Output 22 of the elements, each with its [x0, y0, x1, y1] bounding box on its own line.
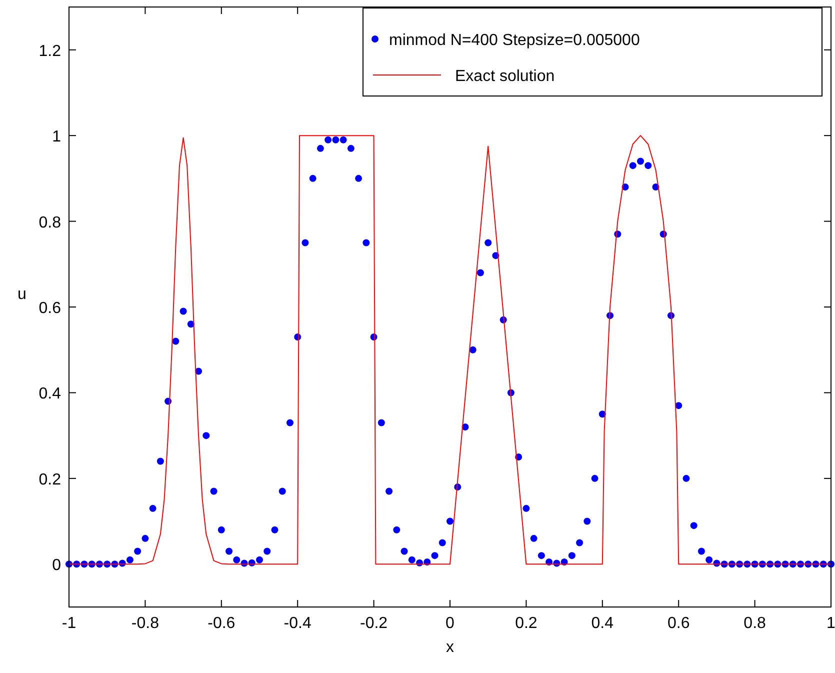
legend-label: Exact solution	[455, 68, 555, 85]
x-tick-label: -0.6	[208, 615, 236, 632]
x-tick-label: -0.8	[131, 615, 160, 632]
x-tick-label: 0.8	[744, 615, 766, 632]
legend-label: minmod N=400 Stepsize=0.005000	[389, 32, 640, 49]
x-tick-label: -1	[62, 615, 76, 632]
y-tick-label: 0	[52, 557, 62, 574]
x-tick-label: 0.2	[515, 615, 538, 632]
x-tick-label: -0.4	[284, 615, 312, 632]
y-tick-label: 0.6	[38, 300, 62, 317]
x-tick-label: 0.6	[667, 615, 690, 632]
y-tick-label: 0.4	[38, 386, 62, 403]
x-tick-label: -0.2	[360, 615, 388, 632]
x-tick-label: 0	[446, 615, 455, 632]
y-axis-title: u	[18, 286, 26, 303]
x-axis-title: x	[446, 639, 454, 656]
y-tick-label: 1	[52, 128, 62, 146]
x-tick-label: 0.4	[591, 615, 614, 632]
y-tick-label: 1.2	[38, 42, 62, 60]
x-tick-label: 1	[826, 615, 835, 632]
y-tick-label: 0.8	[38, 214, 62, 232]
y-tick-label: 0.2	[38, 471, 62, 488]
